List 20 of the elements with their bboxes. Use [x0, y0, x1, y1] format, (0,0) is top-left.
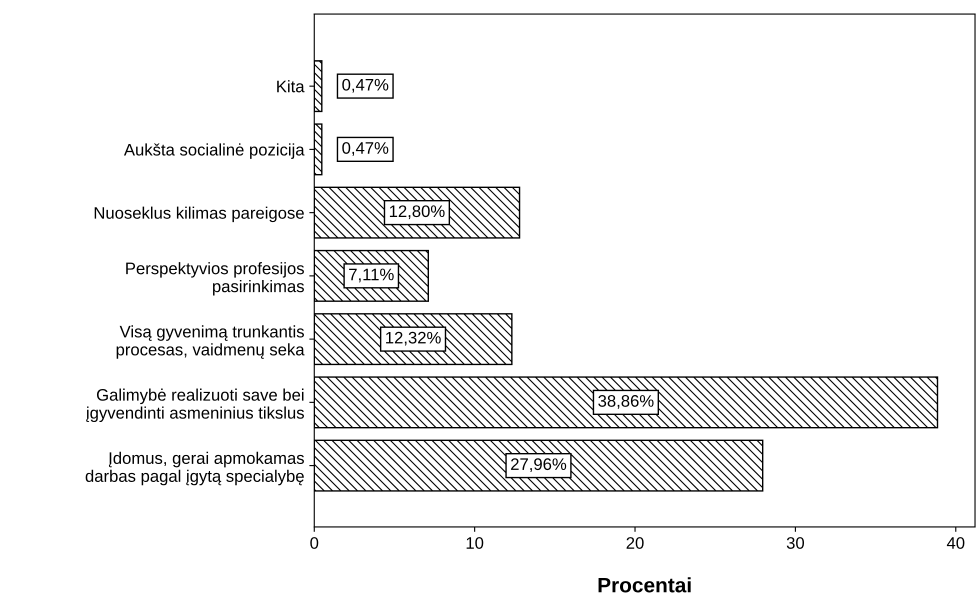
data-label: 27,96%	[511, 458, 566, 472]
data-label: 7,11%	[349, 268, 394, 282]
y-tick-label: Perspektyvios profesijos pasirinkimas	[126, 262, 304, 296]
y-tick-label: Visą gyvenimą trunkantis procesas, vaidmenų seka	[116, 325, 305, 359]
x-tick-label: 40	[946, 537, 964, 549]
data-label: 38,86%	[598, 395, 654, 409]
x-tick-label: 10	[466, 537, 484, 549]
data-label: 0,47%	[342, 78, 388, 93]
y-tick-label: Kita	[277, 80, 305, 92]
data-label: 12,32%	[386, 332, 441, 346]
data-label: 12,80%	[390, 205, 445, 220]
x-tick-label: 20	[626, 537, 644, 549]
x-tick-label: 0	[310, 537, 318, 549]
data-label: 0,47%	[342, 142, 388, 156]
y-tick-label: Įdomus, gerai apmokamas darbas pagal įgytą specialybę	[86, 452, 304, 486]
x-axis-title: Procentai	[598, 577, 691, 592]
y-tick-label: Galimybė realizuoti save bei įgyvendinti asmeninius tikslus	[86, 388, 304, 422]
x-tick-label: 30	[786, 537, 804, 549]
y-tick-label: Nuoseklus kilimas pareigose	[94, 206, 304, 222]
y-tick-label: Aukšta socialinė pozicija	[124, 143, 305, 159]
